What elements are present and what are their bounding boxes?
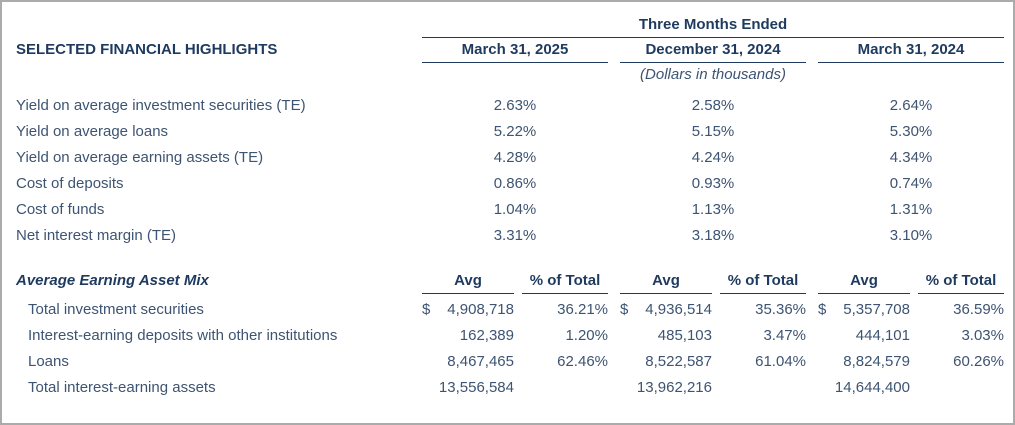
avg-amount: 13,962,216 (636, 379, 712, 396)
asset-label: Total interest-earning assets (28, 379, 216, 396)
metric-value: 2.63% (493, 97, 537, 114)
table-row: Yield on average earning assets (TE) 4.2… (2, 145, 1013, 171)
column-header-mar-2025: March 31, 2025 (422, 40, 608, 63)
metric-value: 3.10% (889, 227, 933, 244)
avg-amount: 162,389 (459, 327, 514, 344)
avg-value: 8,522,587 (620, 349, 712, 375)
metric-value: 5.15% (691, 123, 735, 140)
pct-value: 3.03% (961, 327, 1004, 344)
period-header-row: Three Months Ended (2, 15, 1013, 38)
avg-value: $ 5,357,708 (818, 297, 910, 323)
metric-value: 0.74% (889, 175, 933, 192)
avg-column-header: Avg (620, 270, 712, 294)
metric-value: 2.64% (889, 97, 933, 114)
metric-value: 5.30% (889, 123, 933, 140)
table-row: Yield on average investment securities (… (2, 93, 1013, 119)
avg-amount: 444,101 (855, 327, 910, 344)
pct-value: 35.36% (755, 301, 806, 318)
pct-value: 61.04% (755, 353, 806, 370)
avg-value: 8,824,579 (818, 349, 910, 375)
column-header-mar-2024: March 31, 2024 (818, 40, 1004, 63)
avg-value: 8,467,465 (422, 349, 514, 375)
pct-value: 36.21% (557, 301, 608, 318)
units-note: (Dollars in thousands) (640, 66, 786, 83)
asset-mix-section: Total investment securities $ 4,908,718 … (2, 297, 1013, 401)
avg-value: 14,644,400 (818, 375, 910, 401)
period-header: Three Months Ended (422, 15, 1004, 38)
table-row: Yield on average loans 5.22% 5.15% 5.30% (2, 119, 1013, 145)
avg-amount: 13,556,584 (438, 379, 514, 396)
metric-value: 0.93% (691, 175, 735, 192)
avg-column-header: Avg (818, 270, 910, 294)
metric-value: 0.86% (493, 175, 537, 192)
metric-value: 4.24% (691, 149, 735, 166)
avg-amount: 8,824,579 (843, 353, 910, 370)
asset-mix-section-title: Average Earning Asset Mix (16, 272, 209, 289)
asset-label: Interest-earning deposits with other ins… (28, 327, 338, 344)
metric-value: 3.18% (691, 227, 735, 244)
table-row: Total interest-earning assets 13,556,584… (2, 375, 1013, 401)
pct-value: 60.26% (953, 353, 1004, 370)
avg-value: 444,101 (818, 323, 910, 349)
column-header-dec-2024: December 31, 2024 (620, 40, 806, 63)
asset-label: Total investment securities (28, 301, 204, 318)
metric-value: 5.22% (493, 123, 537, 140)
avg-amount: 14,644,400 (834, 379, 910, 396)
pct-value: 3.47% (763, 327, 806, 344)
pct-value: 1.20% (565, 327, 608, 344)
metric-value: 3.31% (493, 227, 537, 244)
asset-mix-header-row: Average Earning Asset Mix Avg % of Total… (2, 270, 1013, 294)
pct-of-total-column-header: % of Total (720, 270, 806, 294)
table-row: Total investment securities $ 4,908,718 … (2, 297, 1013, 323)
dollar-sign: $ (818, 301, 827, 318)
table-row: Cost of funds 1.04% 1.13% 1.31% (2, 197, 1013, 223)
table-row: Net interest margin (TE) 3.31% 3.18% 3.1… (2, 223, 1013, 249)
metric-value: 1.04% (493, 201, 537, 218)
pct-value: 62.46% (557, 353, 608, 370)
asset-label: Loans (28, 353, 69, 370)
avg-amount: 8,467,465 (447, 353, 514, 370)
metric-label: Yield on average loans (16, 123, 169, 140)
metric-label: Cost of funds (16, 201, 105, 218)
avg-amount: 485,103 (657, 327, 712, 344)
pct-value: 36.59% (953, 301, 1004, 318)
table-row: Interest-earning deposits with other ins… (2, 323, 1013, 349)
avg-amount: 4,936,514 (645, 301, 712, 318)
metric-value: 1.31% (889, 201, 933, 218)
metric-label: Net interest margin (TE) (16, 227, 177, 244)
table-title: SELECTED FINANCIAL HIGHLIGHTS (16, 41, 278, 58)
avg-amount: 5,357,708 (843, 301, 910, 318)
dollar-sign: $ (422, 301, 431, 318)
avg-value: 13,962,216 (620, 375, 712, 401)
yield-section: Yield on average investment securities (… (2, 93, 1013, 249)
metric-label: Yield on average earning assets (TE) (16, 149, 264, 166)
avg-amount: 8,522,587 (645, 353, 712, 370)
units-note-row: (Dollars in thousands) (2, 63, 1013, 86)
pct-of-total-column-header: % of Total (522, 270, 608, 294)
avg-value: 485,103 (620, 323, 712, 349)
column-header-row: SELECTED FINANCIAL HIGHLIGHTS March 31, … (2, 40, 1013, 63)
avg-value: $ 4,908,718 (422, 297, 514, 323)
metric-value: 2.58% (691, 97, 735, 114)
metric-value: 4.34% (889, 149, 933, 166)
avg-value: 13,556,584 (422, 375, 514, 401)
metric-value: 4.28% (493, 149, 537, 166)
pct-of-total-column-header: % of Total (918, 270, 1004, 294)
avg-column-header: Avg (422, 270, 514, 294)
avg-amount: 4,908,718 (447, 301, 514, 318)
table-row: Cost of deposits 0.86% 0.93% 0.74% (2, 171, 1013, 197)
avg-value: $ 4,936,514 (620, 297, 712, 323)
metric-label: Cost of deposits (16, 175, 124, 192)
dollar-sign: $ (620, 301, 629, 318)
table-row: Loans 8,467,465 62.46% 8,522,587 61.04% … (2, 349, 1013, 375)
metric-value: 1.13% (691, 201, 735, 218)
avg-value: 162,389 (422, 323, 514, 349)
metric-label: Yield on average investment securities (… (16, 97, 306, 114)
